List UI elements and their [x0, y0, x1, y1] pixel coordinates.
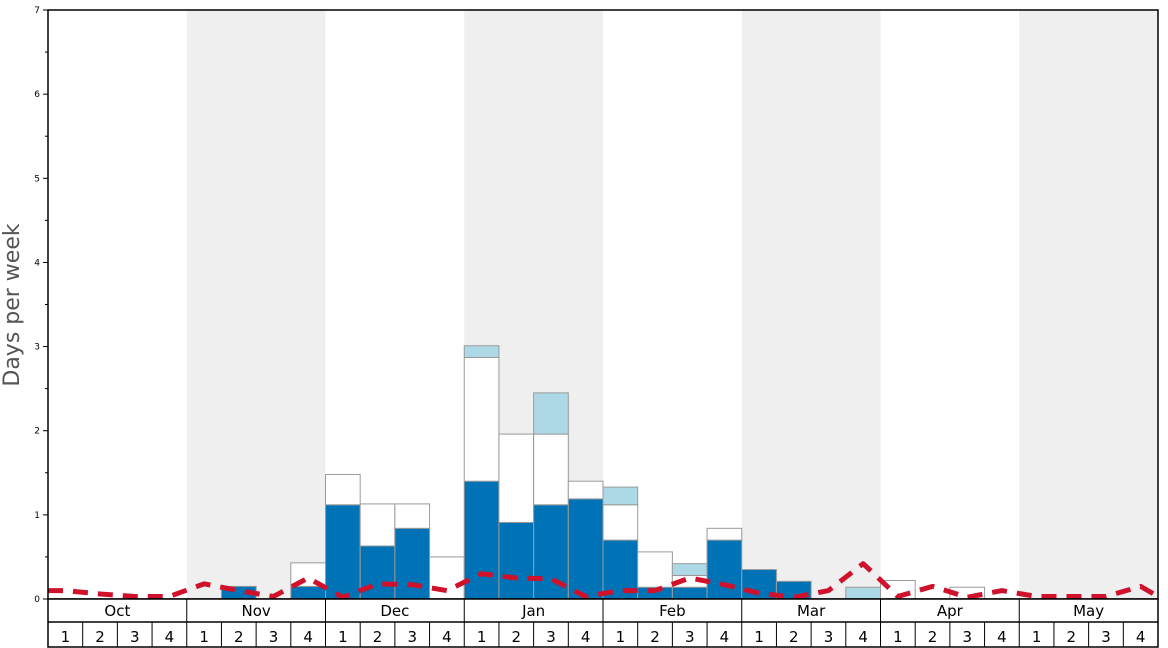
bar-segment — [671, 586, 708, 600]
bar-segment — [567, 480, 604, 500]
week-label: 2 — [1067, 628, 1077, 646]
month-shading — [186, 10, 1158, 599]
y-tick-label: 7 — [34, 6, 40, 16]
week-label: 1 — [477, 628, 487, 646]
bar-segment — [498, 433, 535, 523]
week-label: 4 — [442, 628, 452, 646]
week-label: 1 — [61, 628, 71, 646]
month-label: Mar — [797, 602, 826, 620]
week-label: 4 — [303, 628, 313, 646]
x-axis: Oct 1 2 3 4 Nov 1 2 3 4 Dec 1 2 3 4 Jan 1 2 3 4 Feb 1 2 3 4 Mar 1 2… — [47, 598, 1159, 648]
week-label: 4 — [581, 628, 591, 646]
y-tick-label: 2 — [34, 427, 40, 437]
bar-segment — [533, 433, 569, 506]
y-axis-label: Days per week — [0, 223, 25, 386]
month-shade-band — [1019, 10, 1158, 599]
bar-segment — [567, 498, 604, 600]
week-label: 1 — [1032, 628, 1042, 646]
bar-segment — [394, 527, 431, 600]
week-label: 4 — [1136, 628, 1146, 646]
bar-segment — [706, 539, 743, 600]
week-label: 2 — [95, 628, 105, 646]
bar-segment — [290, 585, 326, 600]
week-label: 3 — [546, 628, 556, 646]
month-shade-band — [186, 10, 326, 599]
bar-segment — [359, 503, 396, 547]
bar-segment — [463, 357, 500, 482]
week-label: 3 — [962, 628, 972, 646]
bar-segment — [845, 586, 881, 600]
week-label: 3 — [1101, 628, 1111, 646]
week-label: 4 — [997, 628, 1007, 646]
week-label: 2 — [234, 628, 244, 646]
bar-segment — [671, 563, 708, 576]
week-label: 1 — [199, 628, 209, 646]
week-label: 2 — [789, 628, 799, 646]
bar-segment — [637, 551, 673, 588]
month-label: Apr — [937, 602, 964, 620]
y-tick-label: 6 — [34, 90, 40, 100]
month-label: Oct — [104, 602, 130, 620]
week-label: 4 — [858, 628, 868, 646]
week-label: 4 — [720, 628, 730, 646]
week-label: 4 — [165, 628, 175, 646]
y-tick-label: 1 — [34, 511, 40, 521]
average-line — [48, 561, 1160, 600]
average-line-path — [48, 561, 1160, 600]
week-label: 3 — [269, 628, 279, 646]
bar-segment — [325, 504, 361, 600]
week-label: 3 — [824, 628, 834, 646]
week-label: 2 — [928, 628, 938, 646]
week-label: 3 — [685, 628, 695, 646]
bar-segment — [602, 504, 639, 541]
y-tick-label: 5 — [34, 174, 40, 184]
week-label: 2 — [650, 628, 660, 646]
bar-segment — [463, 345, 500, 359]
week-label: 1 — [616, 628, 626, 646]
week-label: 3 — [407, 628, 417, 646]
bar-segment — [429, 556, 465, 600]
bar-segment — [498, 521, 535, 600]
week-label: 2 — [373, 628, 383, 646]
bar-segment — [394, 503, 431, 529]
week-label: 1 — [893, 628, 903, 646]
month-label: Jan — [521, 602, 545, 620]
y-tick-label: 0 — [34, 595, 40, 605]
bar-segment — [602, 486, 639, 506]
week-label: 1 — [754, 628, 764, 646]
month-label: May — [1073, 602, 1104, 620]
month-label: Feb — [659, 602, 686, 620]
bar-segment — [463, 480, 500, 600]
bar-segment — [706, 527, 743, 541]
bar-segment — [325, 473, 361, 506]
y-tick-label: 4 — [34, 258, 40, 268]
week-label: 3 — [130, 628, 140, 646]
month-label: Nov — [241, 602, 270, 620]
month-label: Dec — [380, 602, 409, 620]
bar-segment — [533, 392, 569, 435]
week-label: 2 — [512, 628, 522, 646]
week-label: 1 — [338, 628, 348, 646]
y-tick-label: 3 — [34, 343, 40, 353]
month-shade-band — [741, 10, 881, 599]
